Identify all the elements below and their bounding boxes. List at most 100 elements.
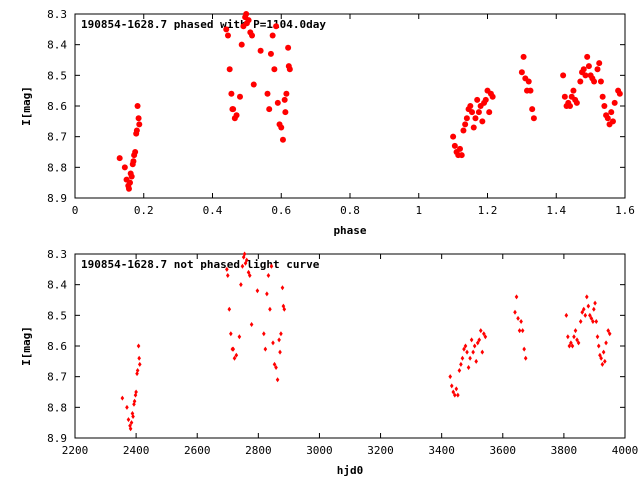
data-point [269,32,276,39]
data-point [470,124,477,131]
data-point [479,118,486,125]
data-point [241,254,246,260]
x-tick-label: 3200 [367,444,394,457]
data-point [573,99,580,106]
data-point [285,44,292,51]
x-tick-label: 2600 [184,444,211,457]
data-point [274,364,278,370]
data-point [564,312,569,318]
data-point [486,109,493,116]
data-point [573,328,578,334]
data-point [231,346,236,352]
data-point [594,318,599,324]
data-point [133,127,140,134]
y-tick-label: 8.3 [47,248,67,261]
y-tick-label: 8.5 [47,69,67,82]
data-point [249,322,254,328]
x-tick-label: 1 [415,204,422,217]
data-point [281,303,286,309]
data-point [451,142,458,149]
data-point [279,331,283,337]
data-point [581,306,586,312]
data-point [466,364,471,370]
data-point [593,300,597,306]
x-tick-label: 1.6 [615,204,635,217]
data-point [520,53,527,60]
y-tick-label: 8.7 [47,371,67,384]
data-point [477,337,482,343]
data-point [131,414,135,420]
data-point [137,361,142,367]
data-point [460,127,467,134]
data-point [567,343,572,349]
data-point [458,152,465,159]
data-point [282,109,289,116]
data-point [575,337,579,343]
data-point [267,50,274,57]
data-point [471,349,475,355]
data-point [592,306,596,312]
x-tick-label: 0.8 [340,204,360,217]
data-point [128,426,133,432]
data-point [462,346,466,352]
data-point [475,340,480,346]
data-point [125,404,129,410]
data-point [516,315,520,321]
y-tick-label: 8.8 [47,401,67,414]
data-point [577,78,584,85]
data-point [451,389,456,395]
data-point [475,109,482,116]
data-point [286,66,293,73]
data-point [250,81,257,88]
data-point [519,318,523,324]
data-point [520,328,525,334]
data-point [246,269,251,275]
data-point [597,78,604,85]
data-point [599,93,606,100]
data-point [601,103,608,109]
data-point [242,251,247,257]
x-tick-label: 3400 [428,444,455,457]
data-point [237,93,243,100]
data-point [596,343,601,349]
data-point [469,337,474,343]
data-point [585,63,592,70]
data-point [469,109,476,116]
data-point [591,78,598,85]
data-point [232,355,237,361]
data-point [570,87,577,94]
data-point [125,185,132,192]
data-point [255,288,260,294]
phased-light-curve-plot: 0 0.2 0.4 0.6 0.8 1 1.2 1.4 1.6 8.3 8.4 8.5 8.6 8.7 8.… [20,8,635,237]
data-point [483,334,488,340]
data-point [120,395,125,401]
data-point [135,115,142,122]
data-point [262,331,266,337]
data-point [616,90,623,97]
x-tick-label: 0 [72,204,79,217]
y-tick-label: 8.4 [47,279,67,292]
data-point [463,115,470,122]
x-tick-label: 2800 [245,444,272,457]
data-point [278,124,285,131]
unphased-light-curve-plot: 2200 2400 2600 2800 3000 3200 3400 3600 3800 4000… [20,248,638,477]
data-point [482,96,489,103]
data-point [569,340,573,346]
data-point [529,106,536,113]
data-point [589,315,594,321]
data-point [129,420,134,426]
data-point [578,318,583,324]
data-point [600,361,605,367]
data-point [468,355,472,361]
data-point [450,133,457,140]
data-point [572,334,576,340]
data-point [225,266,229,272]
y-tick-label: 8.4 [47,39,67,52]
data-point [465,349,469,355]
data-point [530,115,537,122]
data-point [514,294,519,300]
data-point [607,331,612,337]
data-point [561,93,568,100]
data-point [116,155,123,162]
data-point [274,99,281,106]
